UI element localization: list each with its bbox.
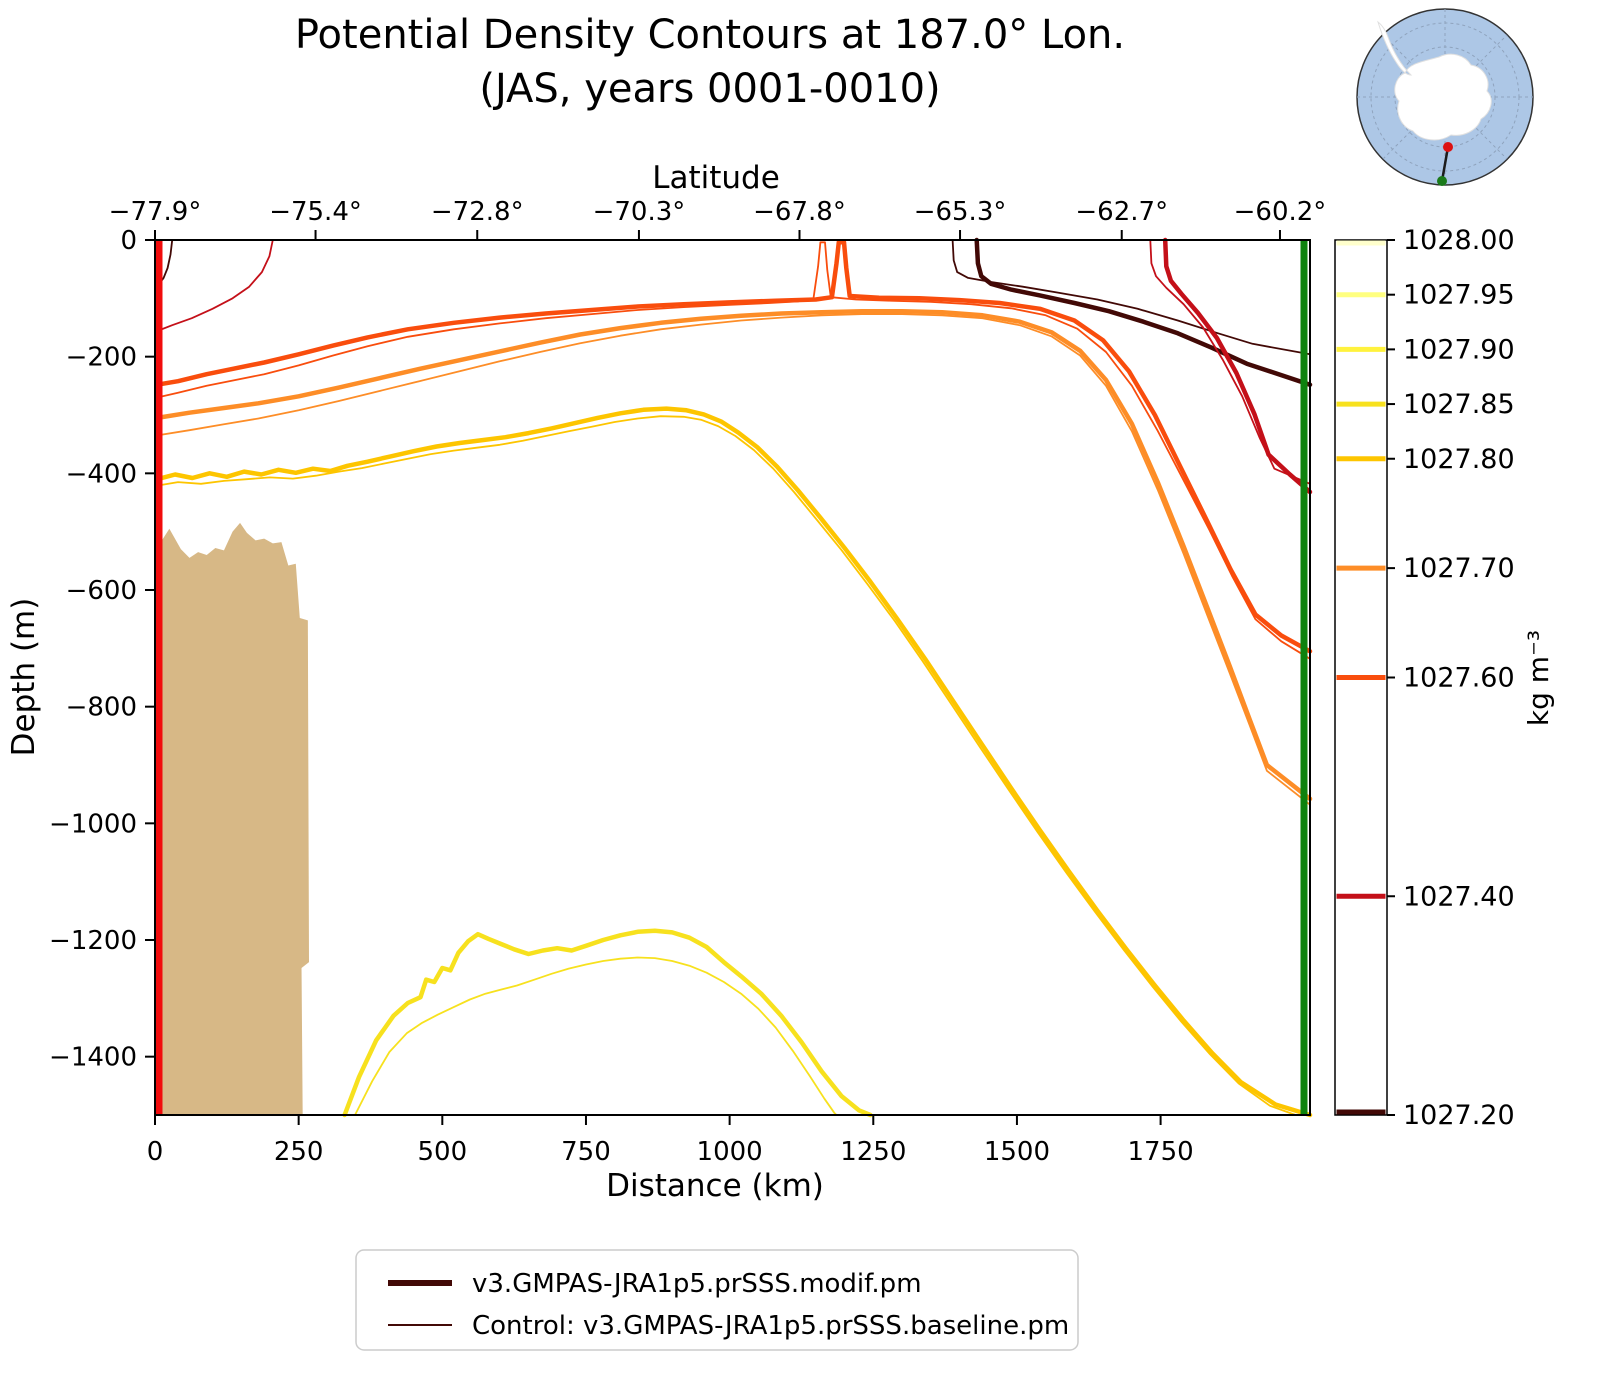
bottom-tick-label: 750 <box>561 1137 611 1167</box>
contour-1027.85-modif <box>342 928 873 1118</box>
colorbar-unit-label: kg m⁻³ <box>1522 630 1555 726</box>
inset-transect-start-dot <box>1443 142 1453 152</box>
left-tick-label: −1200 <box>49 926 137 956</box>
bathymetry-layer <box>161 522 309 1115</box>
bottom-tick-label: 1500 <box>984 1137 1050 1167</box>
colorbar-tick-label: 1027.95 <box>1403 280 1515 311</box>
contour-layer <box>155 237 1313 1118</box>
top-tick-label: −65.3° <box>914 197 1007 227</box>
colorbar-tick-label: 1027.80 <box>1403 444 1515 475</box>
contour-1027.8-modif <box>155 406 1313 1118</box>
colorbar-tick-label: 1027.60 <box>1403 663 1515 694</box>
bottom-tick-label: 1250 <box>840 1137 906 1167</box>
contour-1027.2-control <box>951 239 1311 356</box>
inset-transect-end-dot <box>1437 176 1447 186</box>
inset-map <box>1356 8 1534 186</box>
contour-1027.6-control <box>156 241 1311 660</box>
chart-title-line1: Potential Density Contours at 187.0° Lon… <box>295 12 1125 58</box>
contour-1027.4-control <box>156 239 274 332</box>
left-tick-label: −1000 <box>49 809 137 839</box>
contour-1027.7-modif <box>155 308 1313 802</box>
bottom-tick-label: 1000 <box>697 1137 763 1167</box>
chart-title-line2: (JAS, years 0001-0010) <box>479 66 940 112</box>
contour-1027.8-control <box>156 415 1297 1116</box>
top-tick-label: −75.4° <box>269 197 362 227</box>
bottom-tick-label: 1750 <box>1128 1137 1194 1167</box>
colorbar-tick-label: 1027.85 <box>1403 389 1515 420</box>
top-tick-label: −62.7° <box>1075 197 1168 227</box>
contour-1027.7-control <box>156 313 1311 806</box>
top-tick-label: −77.9° <box>109 197 202 227</box>
top-tick-label: −70.3° <box>593 197 686 227</box>
legend-label-modif: v3.GMPAS-JRA1p5.prSSS.modif.pm <box>472 1269 922 1299</box>
bottom-tick-label: 0 <box>147 1137 164 1167</box>
colorbar-tick-label: 1028.00 <box>1403 225 1515 256</box>
top-axis-label: Latitude <box>652 160 780 196</box>
contour-1027.4-modif <box>1162 237 1313 495</box>
top-tick-label: −67.8° <box>753 197 846 227</box>
left-tick-label: −200 <box>66 343 137 373</box>
antarctica-landmass <box>1377 20 1492 141</box>
left-tick-label: −600 <box>66 576 137 606</box>
axes-layer: −77.9° −75.4° −72.8° −70.3° −67.8° −65.3° −62.… <box>49 197 1326 1167</box>
colorbar: 1028.00 1027.95 1027.90 1027.85 1027.80 1027.… <box>1334 225 1515 1131</box>
bottom-tick-label: 500 <box>417 1137 467 1167</box>
graticule-line <box>1382 34 1508 160</box>
contour-1027.2-modif <box>974 237 1313 387</box>
bottom-axis-label: Distance (km) <box>606 1168 824 1204</box>
legend-box <box>355 1249 1079 1351</box>
contour-1027.85-control <box>354 956 838 1116</box>
inset-transect-line <box>1440 146 1450 182</box>
colorbar-tick-label: 1027.20 <box>1403 1100 1515 1131</box>
left-tick-label: 0 <box>120 226 137 256</box>
plot-frame <box>154 239 1311 1116</box>
colorbar-tick-label: 1027.70 <box>1403 553 1515 584</box>
left-tick-label: −1400 <box>49 1043 137 1073</box>
legend: v3.GMPAS-JRA1p5.prSSS.modif.pm Control: … <box>355 1249 1079 1351</box>
contour-1027.6-modif <box>155 240 1313 654</box>
bathymetry-polygon <box>161 522 309 1115</box>
legend-label-control: Control: v3.GMPAS-JRA1p5.prSSS.baseline.… <box>472 1311 1069 1341</box>
graticule-line <box>1382 34 1508 160</box>
colorbar-tick-label: 1027.90 <box>1403 334 1515 365</box>
contour-1027.4-control <box>1149 239 1311 485</box>
bottom-tick-label: 250 <box>274 1137 324 1167</box>
top-tick-label: −60.2° <box>1234 197 1327 227</box>
left-tick-label: −800 <box>66 693 137 723</box>
colorbar-tick-label: 1027.40 <box>1403 881 1515 912</box>
top-tick-label: −72.8° <box>431 197 524 227</box>
left-axis-label: Depth (m) <box>6 598 42 757</box>
left-tick-label: −400 <box>66 459 137 489</box>
